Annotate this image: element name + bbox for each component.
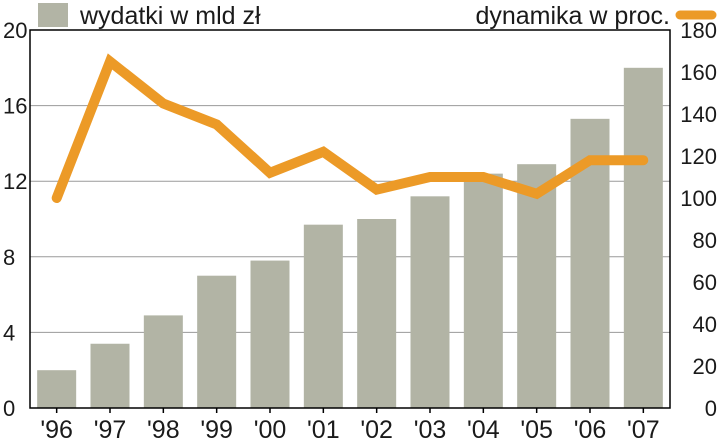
y-left-tick-label: 0 (3, 396, 15, 421)
x-tick-label: '05 (520, 416, 553, 444)
line-series (51, 53, 649, 203)
x-tick-label: '97 (94, 416, 127, 444)
y-right-tick-label: 0 (705, 396, 717, 421)
bar (463, 173, 503, 408)
y-right-tick-label: 160 (680, 60, 717, 85)
x-tick-label: '01 (307, 416, 340, 444)
legend-swatch-bar (38, 3, 68, 27)
bar (303, 224, 343, 408)
x-tick-label: '07 (627, 416, 660, 444)
x-tick-label: '96 (40, 416, 73, 444)
x-tick-label: '98 (147, 416, 180, 444)
bar-series (37, 67, 663, 409)
x-tick-label: '99 (200, 416, 233, 444)
y-left-tick-label: 4 (3, 320, 15, 345)
x-tick-label: '03 (414, 416, 447, 444)
y-right-tick-label: 180 (680, 18, 717, 43)
legend: wydatki w mld zł dynamika w proc. (38, 2, 717, 30)
bar (357, 219, 397, 408)
y-left-tick-label: 8 (3, 245, 15, 270)
y-right-tick-label: 80 (693, 228, 717, 253)
x-axis-ticks: '96 '97 '98 '99 '00 '01 '02 '03 '04 '05 '06 '07 (40, 408, 660, 444)
bar (90, 343, 130, 408)
y-right-tick-label: 40 (693, 312, 717, 337)
bar (37, 370, 77, 408)
bar (250, 260, 290, 408)
y-right-tick-label: 140 (680, 102, 717, 127)
bar (623, 67, 663, 409)
y-left-tick-label: 20 (3, 18, 27, 43)
bar (410, 196, 450, 408)
plot-frame (29, 29, 671, 409)
x-tick-label: '04 (467, 416, 500, 444)
x-tick-label: '02 (360, 416, 393, 444)
legend-label-bar: wydatki w mld zł (79, 2, 261, 30)
x-tick-label: '00 (254, 416, 287, 444)
right-axis-ticks: 0 20 40 60 80 100 120 140 160 180 (680, 18, 717, 421)
y-right-tick-label: 100 (680, 186, 717, 211)
bar (517, 164, 557, 408)
y-right-tick-label: 20 (693, 354, 717, 379)
y-left-tick-label: 16 (3, 94, 27, 119)
x-tick-label: '06 (574, 416, 607, 444)
bar (197, 275, 237, 408)
y-right-tick-label: 60 (693, 270, 717, 295)
y-right-tick-label: 120 (680, 144, 717, 169)
dynamics-line (51, 53, 649, 203)
legend-label-line: dynamika w proc. (475, 2, 670, 30)
plot-area (30, 30, 670, 408)
left-axis-ticks: 0 4 8 12 16 20 (3, 18, 27, 421)
y-left-tick-label: 12 (3, 169, 27, 194)
bar (143, 315, 183, 408)
